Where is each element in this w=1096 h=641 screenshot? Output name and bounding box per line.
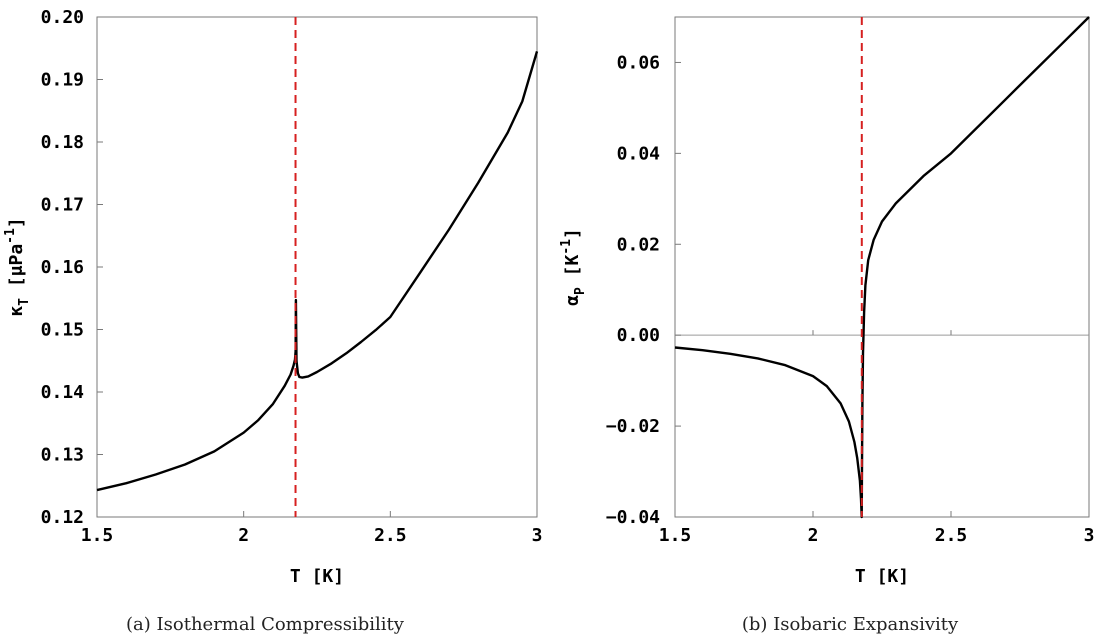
y-tick-label: 0.17 — [41, 195, 84, 216]
x-axis-label: T [K] — [290, 566, 344, 587]
y-tick-label: 0.12 — [41, 507, 84, 528]
x-tick-label: 2.5 — [374, 525, 407, 546]
y-tick-label: 0.20 — [41, 7, 84, 28]
x-tick-label: 3 — [532, 525, 543, 546]
y-tick-label: 0.04 — [617, 143, 661, 164]
x-tick-label: 2.5 — [935, 525, 968, 546]
x-tick-label: 3 — [1084, 525, 1095, 546]
plot-frame — [674, 16, 1090, 518]
x-axis-label: T [K] — [855, 566, 909, 587]
y-tick-label: 0.06 — [617, 52, 660, 73]
series-line — [674, 16, 1090, 519]
x-tick-label: 2 — [808, 525, 819, 546]
series-line — [96, 51, 539, 492]
y-tick-label: 0.19 — [41, 70, 84, 91]
y-tick-label: 0.02 — [617, 234, 660, 255]
caption-a: (a) Isothermal Compressibility — [126, 614, 405, 635]
y-axis-label: κT [μPa-1] — [3, 217, 32, 316]
y-tick-label: −0.04 — [606, 507, 660, 528]
chart-panel-a: 1.5 2 2.5 3 0.12 0.13 0.14 0.15 0.16 0.17 0.18 0.19… — [3, 7, 542, 587]
caption-b: (b) Isobaric Expansivity — [742, 614, 959, 635]
y-tick-label: 0.14 — [41, 382, 85, 403]
y-axis-label: αP [K-1] — [559, 228, 588, 306]
y-tick-label: 0.18 — [41, 132, 84, 153]
x-tick-label: 2 — [238, 525, 249, 546]
x-tick-label: 1.5 — [81, 525, 114, 546]
y-tick-label: 0.15 — [41, 320, 84, 341]
y-tick-label: 0.13 — [41, 445, 84, 466]
plot-frame — [96, 16, 538, 518]
y-tick-label: −0.02 — [606, 416, 660, 437]
y-tick-label: 0.16 — [41, 257, 84, 278]
y-tick-label: 0.00 — [617, 325, 660, 346]
chart-panel-b: 1.5 2 2.5 3 −0.04 −0.02 0.00 0.02 0.04 0.06 T [K] α… — [559, 16, 1095, 587]
x-tick-label: 1.5 — [659, 525, 692, 546]
